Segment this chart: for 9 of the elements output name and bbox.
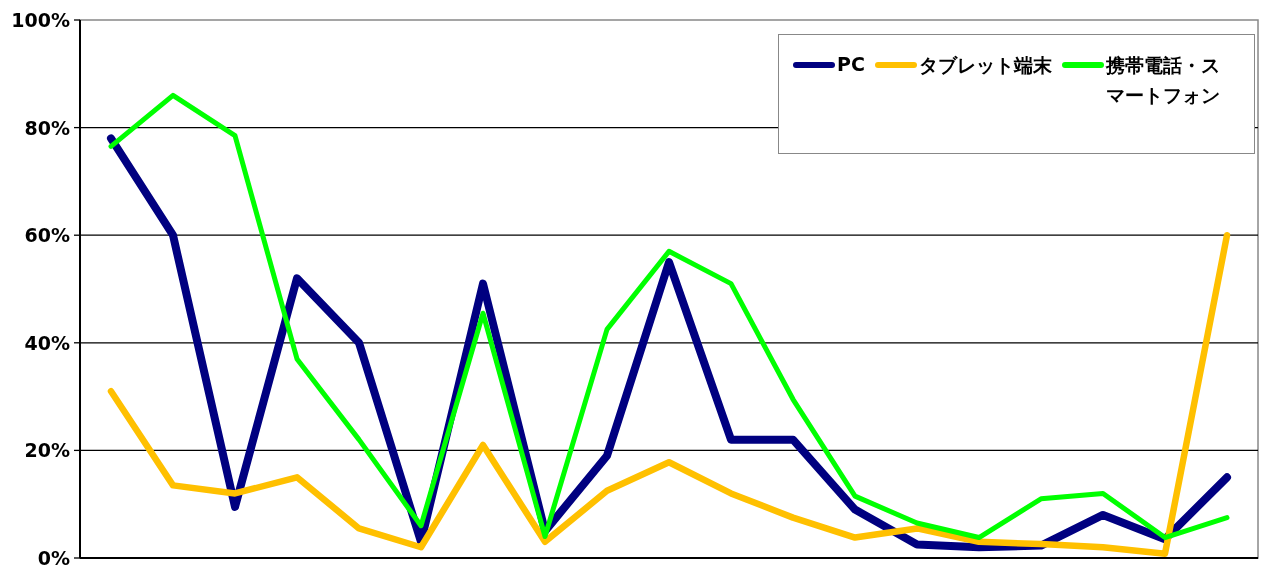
y-tick-label: 80% [24, 116, 70, 139]
y-tick-label: 0% [37, 547, 70, 569]
legend-label: 携帯電話・スマートフォン [1105, 53, 1221, 108]
y-tick-label: 40% [24, 331, 70, 354]
y-tick-label: 20% [24, 439, 70, 462]
y-tick-label: 60% [24, 224, 70, 247]
legend-label: タブレット端末 [918, 53, 1052, 78]
legend-label: PC [837, 53, 865, 75]
y-tick-label: 100% [11, 9, 70, 31]
